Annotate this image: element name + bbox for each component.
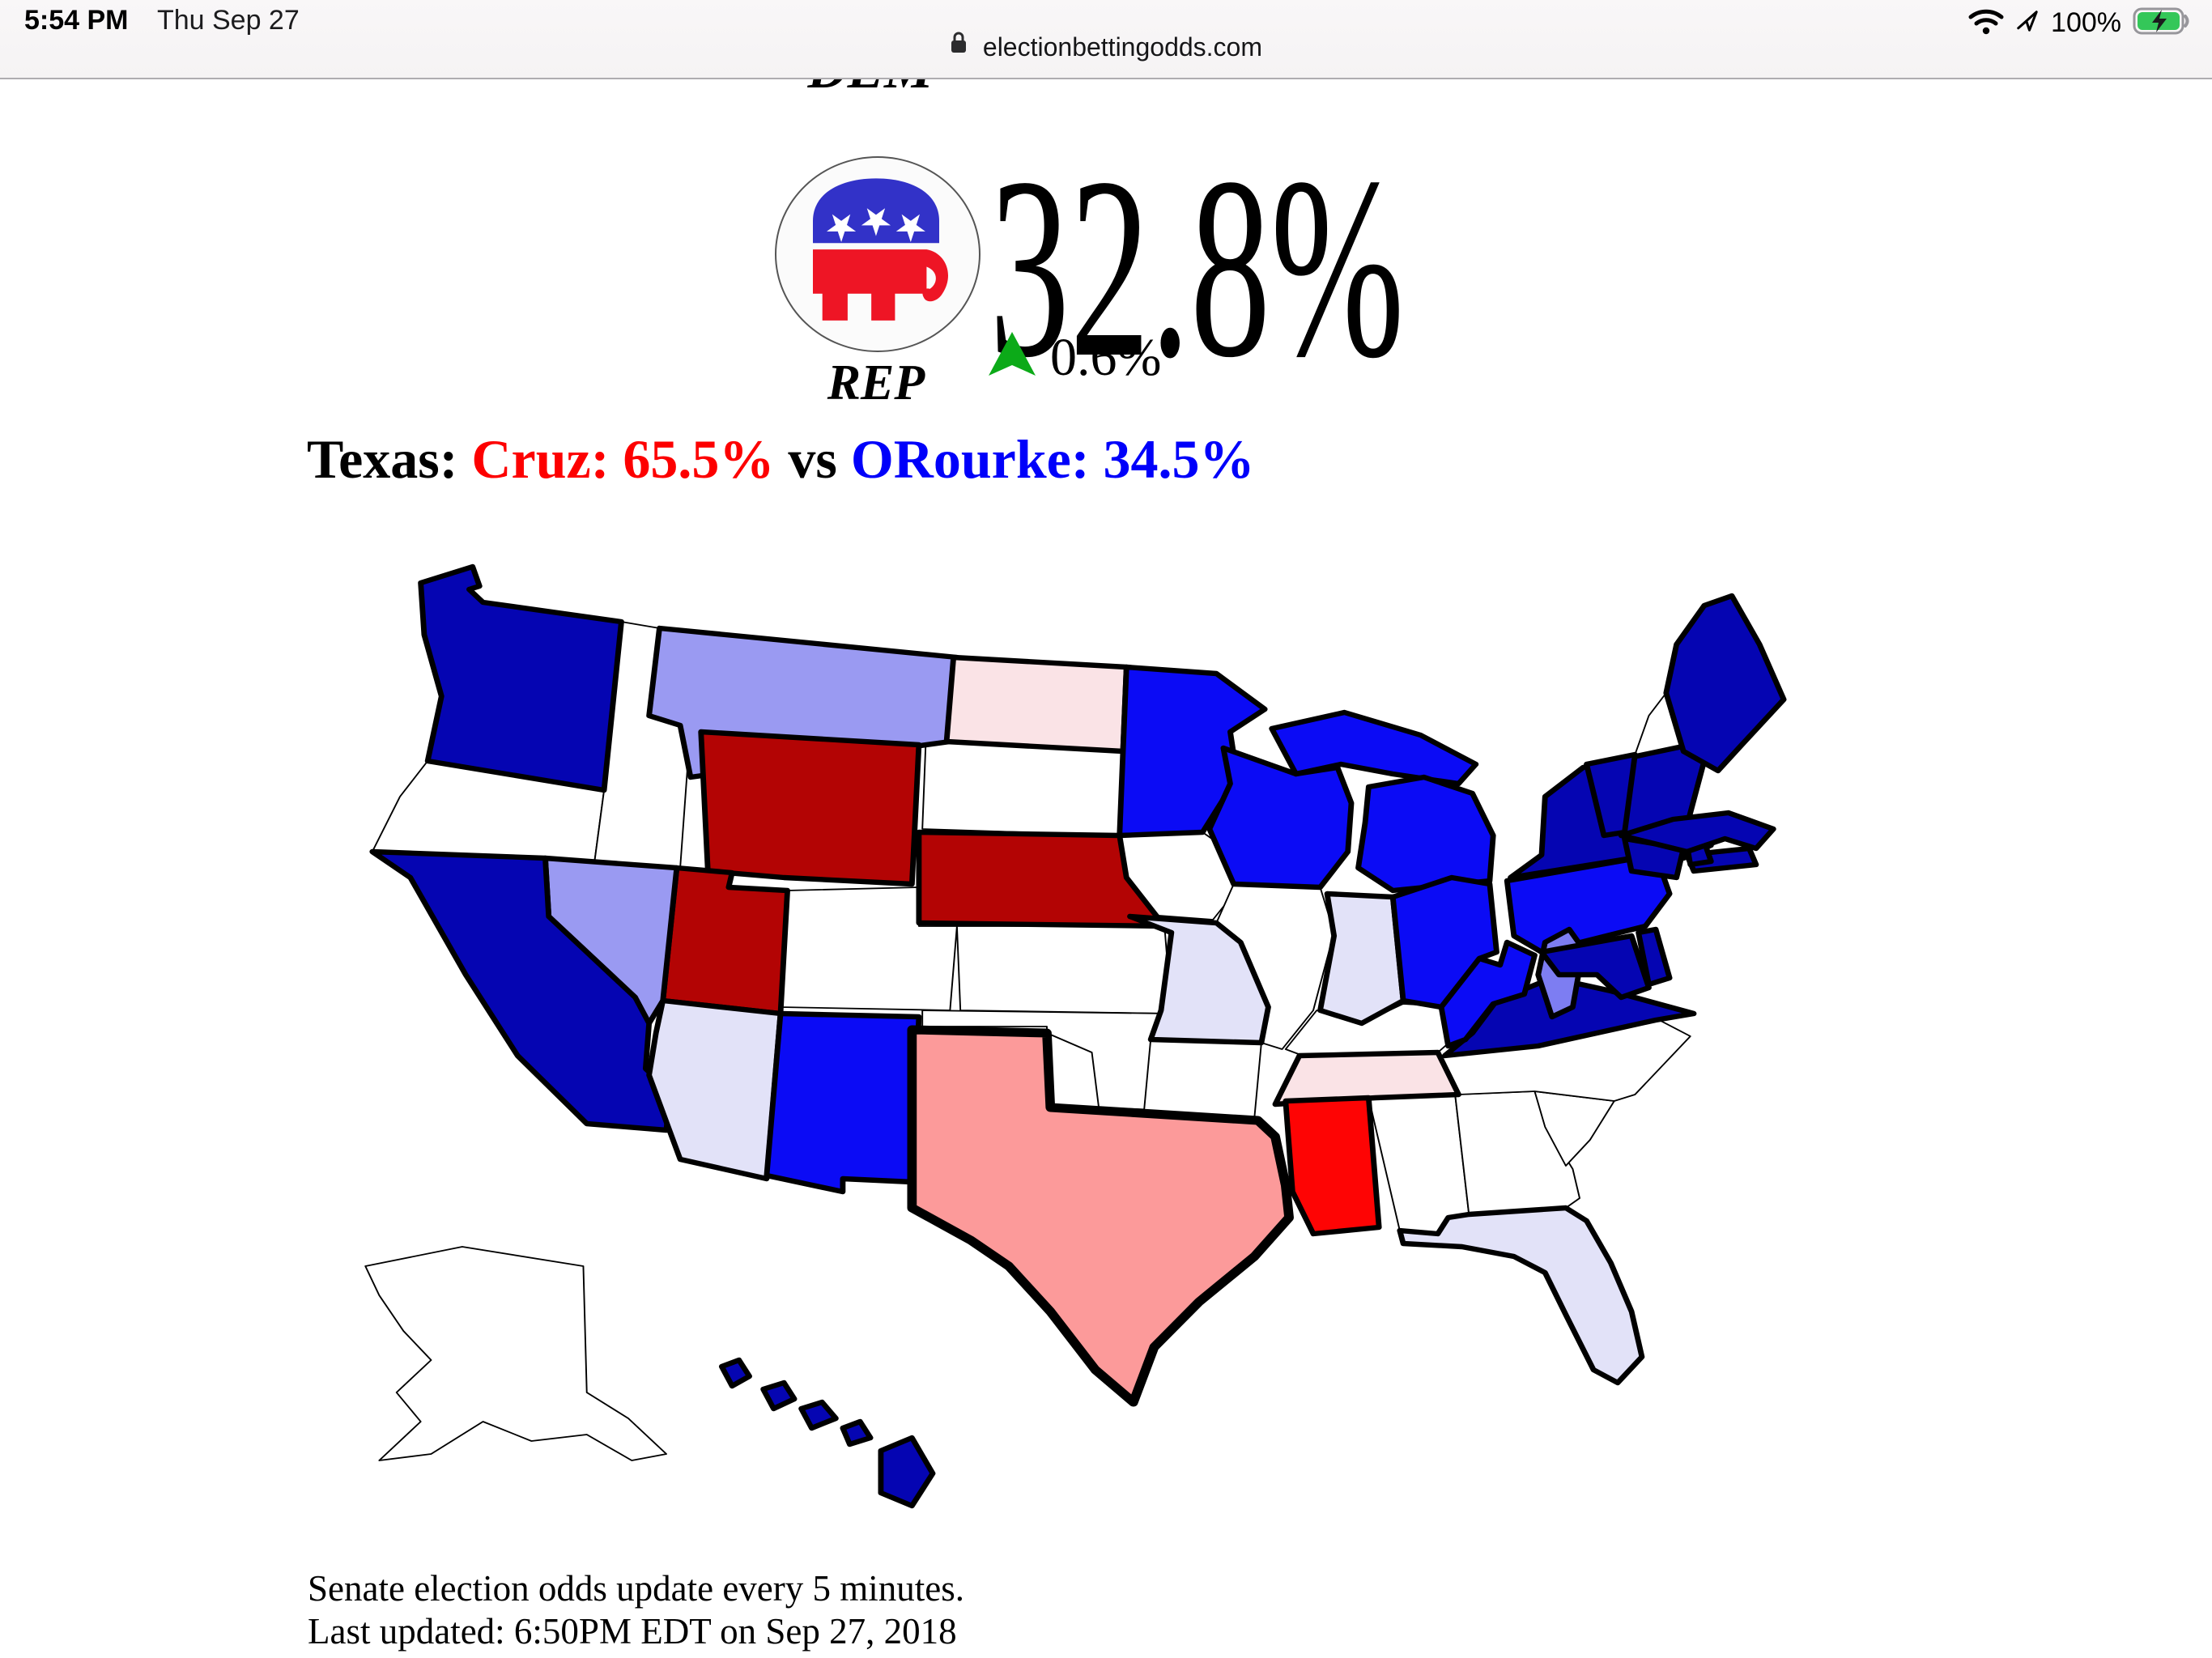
state-HI[interactable]: [840, 1418, 874, 1448]
state-AL[interactable]: [1368, 1094, 1470, 1235]
dem-label: DEM: [787, 78, 954, 99]
state-WV[interactable]: [1438, 939, 1538, 1049]
rep-party-logo[interactable]: ★ ★ ★: [775, 156, 981, 352]
svg-text:★: ★: [824, 206, 858, 249]
state-AR[interactable]: [1142, 1039, 1262, 1118]
state-WY[interactable]: [698, 729, 922, 887]
state-NE[interactable]: [916, 829, 1168, 929]
state-FL[interactable]: [1397, 1205, 1645, 1386]
gop-elephant-icon: ★ ★ ★: [813, 178, 949, 321]
state-HI[interactable]: [798, 1399, 839, 1431]
dem-section-clipped: DEM: [787, 78, 954, 99]
state-HI[interactable]: [878, 1435, 936, 1509]
state-HI[interactable]: [760, 1380, 798, 1412]
wifi-icon: [1968, 7, 2004, 39]
rep-label: REP: [827, 355, 925, 410]
headline-vs: vs: [774, 428, 851, 490]
lock-icon: [950, 30, 968, 61]
state-TN[interactable]: [1272, 1049, 1461, 1107]
rep-odds-value: 32.8%: [989, 125, 1405, 411]
state-UT[interactable]: [660, 865, 790, 1017]
svg-text:★: ★: [894, 206, 928, 249]
state-MI[interactable]: [1355, 774, 1496, 894]
footer-update-frequency: Senate election odds update every 5 minu…: [308, 1568, 965, 1609]
state-WA[interactable]: [418, 563, 624, 793]
headline-state: Texas:: [307, 428, 472, 490]
state-IN[interactable]: [1317, 891, 1406, 1027]
state-ND[interactable]: [943, 654, 1129, 755]
texas-race-headline: Texas: Cruz: 65.5% vs ORourke: 34.5%: [307, 427, 1254, 491]
state-MO[interactable]: [1127, 913, 1271, 1046]
rep-change-value: 0.6%: [1050, 328, 1162, 387]
state-OH[interactable]: [1389, 874, 1499, 1010]
state-VT[interactable]: [1584, 751, 1638, 839]
state-ME[interactable]: [1663, 593, 1787, 774]
state-DE[interactable]: [1636, 926, 1673, 988]
status-date: Thu Sep 27: [156, 5, 300, 36]
up-arrow-icon: [989, 332, 1036, 376]
browser-chrome: 5:54 PM Thu Sep 27 100%: [0, 0, 2212, 79]
headline-dem-candidate: ORourke: 34.5%: [850, 428, 1255, 490]
headline-rep-candidate: Cruz: 65.5%: [471, 428, 775, 490]
state-KS[interactable]: [955, 925, 1172, 1014]
state-MD[interactable]: [1538, 933, 1652, 1001]
battery-percent-label: 100%: [2051, 7, 2121, 38]
map-footer: Senate election odds update every 5 minu…: [308, 1567, 964, 1653]
svg-text:★: ★: [859, 200, 893, 242]
status-left: 5:54 PM Thu Sep 27: [24, 5, 300, 36]
status-right: 100%: [1968, 6, 2191, 40]
state-MA[interactable]: [1618, 810, 1776, 855]
state-TX[interactable]: [907, 1025, 1294, 1407]
battery-charging-icon: [2133, 6, 2191, 40]
footer-last-updated: Last updated: 6:50PM EDT on Sep 27, 2018: [308, 1611, 957, 1652]
location-arrow-icon: [2015, 9, 2040, 37]
state-HI[interactable]: [718, 1357, 752, 1389]
state-NM[interactable]: [764, 1010, 922, 1195]
status-time: 5:54 PM: [24, 5, 129, 36]
url-bar[interactable]: electionbettingodds.com: [0, 31, 2212, 62]
state-MI[interactable]: [1269, 709, 1479, 787]
state-AZ[interactable]: [646, 997, 784, 1182]
url-host: electionbettingodds.com: [982, 32, 1262, 62]
state-SD[interactable]: [921, 741, 1124, 836]
state-AK[interactable]: [364, 1246, 667, 1461]
us-senate-odds-map: [364, 563, 1787, 1509]
state-MS[interactable]: [1283, 1095, 1382, 1237]
